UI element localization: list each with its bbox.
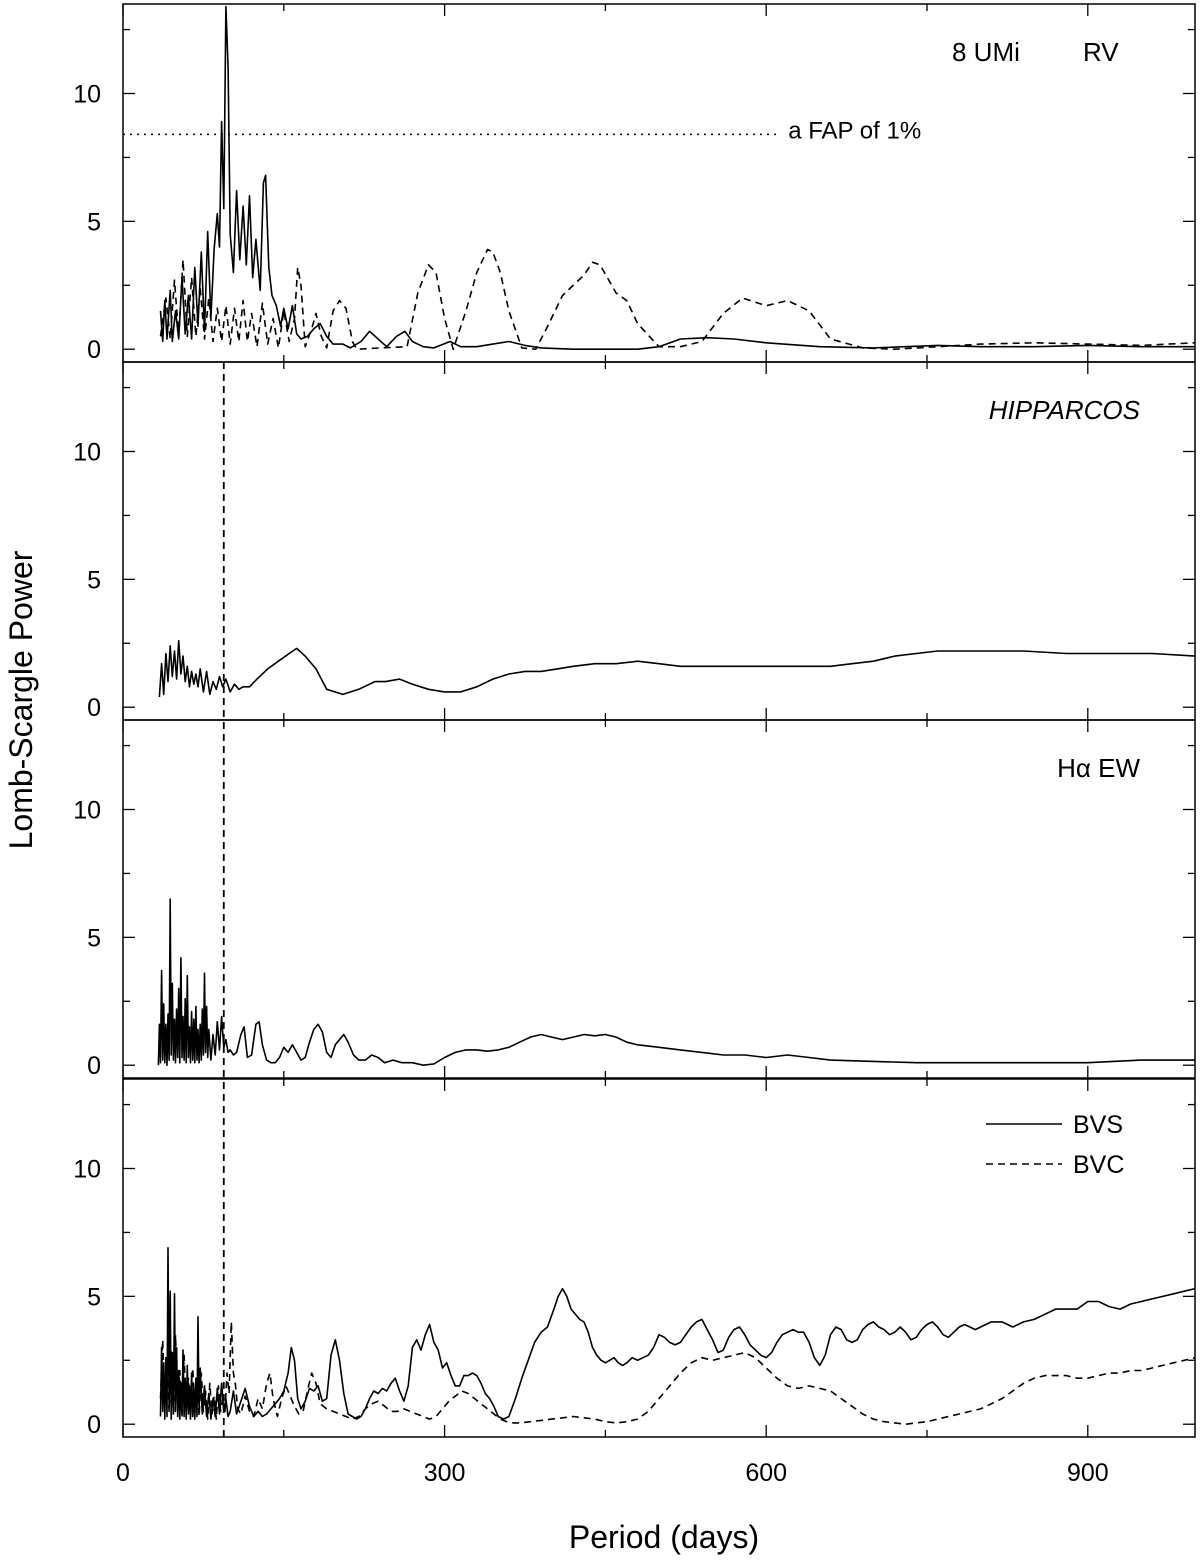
legend-label-bvc: BVC (1073, 1151, 1124, 1179)
fap-threshold-label: a FAP of 1% (788, 117, 921, 144)
series-line-rv-dashed (159, 248, 1196, 351)
series-line-bisector-bvc (159, 1321, 1196, 1425)
legend-label-bvs: BVS (1073, 1111, 1123, 1139)
panel-frame-bisector (122, 1078, 1196, 1438)
y-axis-title: Lomb-Scargle Power (3, 550, 39, 849)
y-tick-label-hipparcos: 5 (87, 566, 101, 594)
panel-label-halpha: Hα EW (1057, 753, 1140, 783)
x-axis-title: Period (days) (569, 1519, 759, 1555)
y-tick-label-halpha: 10 (73, 797, 101, 825)
panel-label-rv-object: 8 UMi (952, 37, 1020, 67)
y-tick-label-hipparcos: 0 (87, 694, 101, 722)
x-tick-label: 900 (1067, 1459, 1109, 1487)
x-tick-label: 600 (745, 1459, 787, 1487)
y-tick-label-bisector: 10 (73, 1156, 101, 1184)
series-line-hipparcos-solid (158, 639, 1196, 698)
x-tick-label: 300 (424, 1459, 466, 1487)
panels-layer (122, 3, 1196, 1438)
y-tick-label-bisector: 0 (87, 1411, 101, 1439)
series-line-bisector-bvs (159, 1247, 1196, 1420)
y-tick-label-hipparcos: 10 (73, 439, 101, 467)
x-tick-label: 0 (116, 1459, 130, 1487)
y-tick-label-rv: 0 (87, 336, 101, 364)
y-tick-label-rv: 10 (73, 81, 101, 109)
y-tick-label-halpha: 0 (87, 1052, 101, 1080)
y-tick-label-bisector: 5 (87, 1283, 101, 1311)
panel-frame-halpha (122, 719, 1196, 1079)
series-line-rv-solid (159, 5, 1195, 351)
y-tick-label-halpha: 5 (87, 924, 101, 952)
labels-layer: 0 5 10 a FAP of 1% 8 UMi RV 0 5 10 HIPPARCOS 0 5 10 H… (73, 37, 1140, 1487)
panel-label-hipparcos: HIPPARCOS (989, 395, 1141, 425)
panel-label-rv-type: RV (1083, 37, 1119, 67)
series-line-halpha-solid (157, 898, 1195, 1066)
y-tick-label-rv: 5 (87, 208, 101, 236)
